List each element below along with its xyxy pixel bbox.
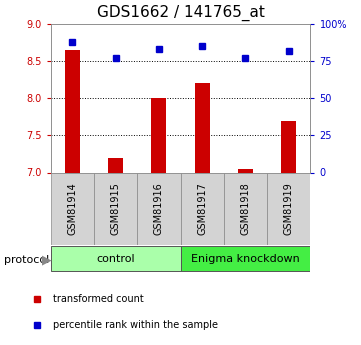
Text: GSM81919: GSM81919 xyxy=(284,183,294,235)
Bar xyxy=(94,172,137,245)
Text: GSM81917: GSM81917 xyxy=(197,182,207,235)
Text: transformed count: transformed count xyxy=(53,294,144,304)
Text: GSM81914: GSM81914 xyxy=(67,183,77,235)
Bar xyxy=(267,172,310,245)
Text: percentile rank within the sample: percentile rank within the sample xyxy=(53,320,218,330)
Bar xyxy=(51,172,94,245)
Text: ▶: ▶ xyxy=(42,253,51,266)
Text: Enigma knockdown: Enigma knockdown xyxy=(191,254,300,264)
Bar xyxy=(65,50,80,172)
Bar xyxy=(137,172,180,245)
Title: GDS1662 / 141765_at: GDS1662 / 141765_at xyxy=(96,5,265,21)
Text: GSM81918: GSM81918 xyxy=(240,183,251,235)
Bar xyxy=(180,172,224,245)
Bar xyxy=(195,83,210,172)
Bar xyxy=(51,246,180,271)
Text: control: control xyxy=(96,254,135,264)
Text: GSM81915: GSM81915 xyxy=(110,182,121,235)
Bar xyxy=(151,98,166,172)
Bar xyxy=(224,172,267,245)
Bar xyxy=(238,169,253,172)
Bar xyxy=(108,158,123,172)
Text: GSM81916: GSM81916 xyxy=(154,183,164,235)
Bar xyxy=(281,120,296,172)
Bar xyxy=(180,246,310,271)
Text: protocol: protocol xyxy=(4,255,49,265)
